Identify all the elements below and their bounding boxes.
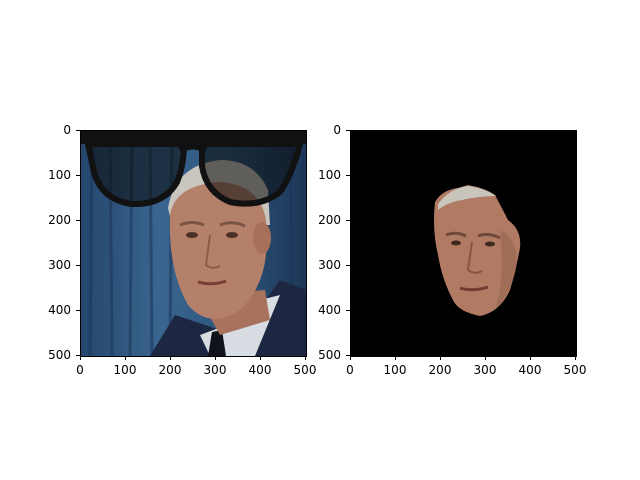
y-tick-label: 100 (318, 168, 341, 182)
y-tick (76, 130, 80, 131)
y-tick-label: 400 (318, 303, 341, 317)
y-tick (346, 355, 350, 356)
x-tick-label: 400 (518, 363, 542, 377)
y-tick-label: 100 (48, 168, 71, 182)
y-tick-label: 0 (63, 123, 71, 137)
right-image-panel: 0 100 200 300 400 500 0 100 200 300 400 … (318, 124, 586, 376)
x-tick (350, 356, 351, 360)
x-tick-label: 300 (203, 363, 227, 377)
x-tick (170, 356, 171, 360)
y-tick (76, 265, 80, 266)
y-tick-label: 300 (48, 258, 71, 272)
x-tick (260, 356, 261, 360)
y-tick (346, 220, 350, 221)
x-tick-label: 0 (346, 363, 354, 377)
x-tick (305, 356, 306, 360)
x-tick-label: 200 (428, 363, 452, 377)
x-tick (215, 356, 216, 360)
x-tick-label: 500 (293, 363, 317, 377)
y-tick (76, 175, 80, 176)
x-tick-label: 100 (113, 363, 137, 377)
left-image-panel: 0 100 200 300 400 500 0 100 200 300 400 … (48, 124, 316, 376)
glasses-face-image (80, 130, 306, 356)
y-tick (346, 175, 350, 176)
x-tick (575, 356, 576, 360)
segmented-face-image (350, 130, 576, 356)
y-tick-label: 500 (318, 348, 341, 362)
y-tick (76, 355, 80, 356)
y-tick (346, 130, 350, 131)
y-tick (346, 265, 350, 266)
x-tick (440, 356, 441, 360)
y-tick (76, 310, 80, 311)
x-tick (485, 356, 486, 360)
x-tick-label: 0 (76, 363, 84, 377)
x-tick-label: 100 (383, 363, 407, 377)
y-tick-label: 400 (48, 303, 71, 317)
y-tick-label: 300 (318, 258, 341, 272)
y-tick (76, 220, 80, 221)
y-tick-label: 0 (333, 123, 341, 137)
y-tick (346, 310, 350, 311)
glasses-overlay (80, 130, 306, 208)
x-tick-label: 500 (563, 363, 587, 377)
x-tick-label: 200 (158, 363, 182, 377)
x-tick-label: 400 (248, 363, 272, 377)
x-tick (395, 356, 396, 360)
x-tick (125, 356, 126, 360)
y-tick-label: 200 (48, 213, 71, 227)
x-tick (530, 356, 531, 360)
y-tick-label: 500 (48, 348, 71, 362)
x-tick-label: 300 (473, 363, 497, 377)
x-tick (80, 356, 81, 360)
y-tick-label: 200 (318, 213, 341, 227)
